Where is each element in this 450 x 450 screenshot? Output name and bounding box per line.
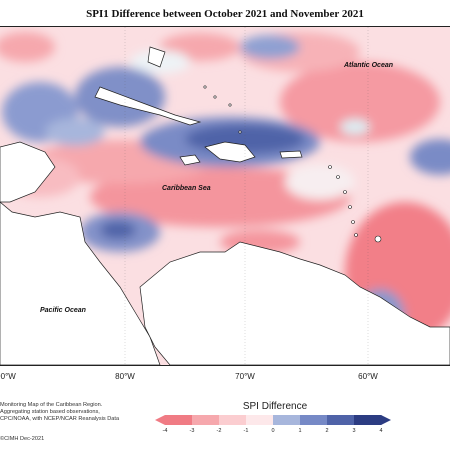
spi-map: Atlantic Ocean Caribbean Sea Pacific Oce… (0, 26, 450, 366)
legend-swatch (192, 415, 220, 425)
legend-swatch (354, 415, 382, 425)
legend-swatch (327, 415, 355, 425)
data-source-note: Monitoring Map of the Caribbean Region. … (0, 402, 120, 422)
legend-tick-label: -2 (216, 428, 222, 434)
legend-tick-label: 1 (298, 428, 302, 434)
legend-tick-label: 2 (325, 428, 329, 434)
florida-tip-land (147, 46, 166, 68)
legend-arrow-left (155, 415, 165, 425)
copyright-text: ©CIMH Dec-2021 (0, 436, 45, 442)
land-masses (0, 46, 450, 365)
legend-swatch (273, 415, 301, 425)
legend-colorbar (155, 415, 391, 425)
spi-anomaly-field (0, 32, 450, 345)
legend-tick-label: 0 (271, 428, 275, 434)
caribbean-sea-label: Caribbean Sea (162, 185, 211, 192)
legend-swatch (219, 415, 247, 425)
legend-arrow-right (381, 415, 391, 425)
legend-swatch (165, 415, 193, 425)
legend-tick-label: -3 (189, 428, 195, 434)
puerto-rico-land (279, 150, 303, 159)
lon-label-70w: 70°W (235, 372, 255, 381)
jamaica-land (179, 154, 201, 166)
lon-label-60w: 60°W (358, 372, 378, 381)
lon-label-80w: 80°W (115, 372, 135, 381)
cuba-land (94, 86, 202, 126)
meridian-lines (124, 27, 369, 365)
legend-title: SPI Difference (242, 401, 308, 412)
legend-tick-label: -4 (162, 428, 168, 434)
lon-label-90w: 90°W (0, 372, 16, 381)
legend-swatch (246, 415, 274, 425)
atlantic-ocean-label: Atlantic Ocean (344, 62, 394, 69)
legend-tick-label: -1 (243, 428, 249, 434)
map-title: SPI1 Difference between October 2021 and… (86, 8, 364, 20)
lesser-antilles (203, 85, 382, 243)
hispaniola-land (204, 141, 256, 163)
legend-swatch (300, 415, 328, 425)
map-canvas (0, 27, 450, 365)
pacific-ocean-label: Pacific Ocean (40, 307, 86, 314)
south-america-land (139, 241, 450, 365)
legend-tick-label: 3 (352, 428, 356, 434)
central-america-land (0, 201, 161, 365)
yucatan-land (0, 141, 56, 203)
legend-tick-label: 4 (379, 428, 383, 434)
